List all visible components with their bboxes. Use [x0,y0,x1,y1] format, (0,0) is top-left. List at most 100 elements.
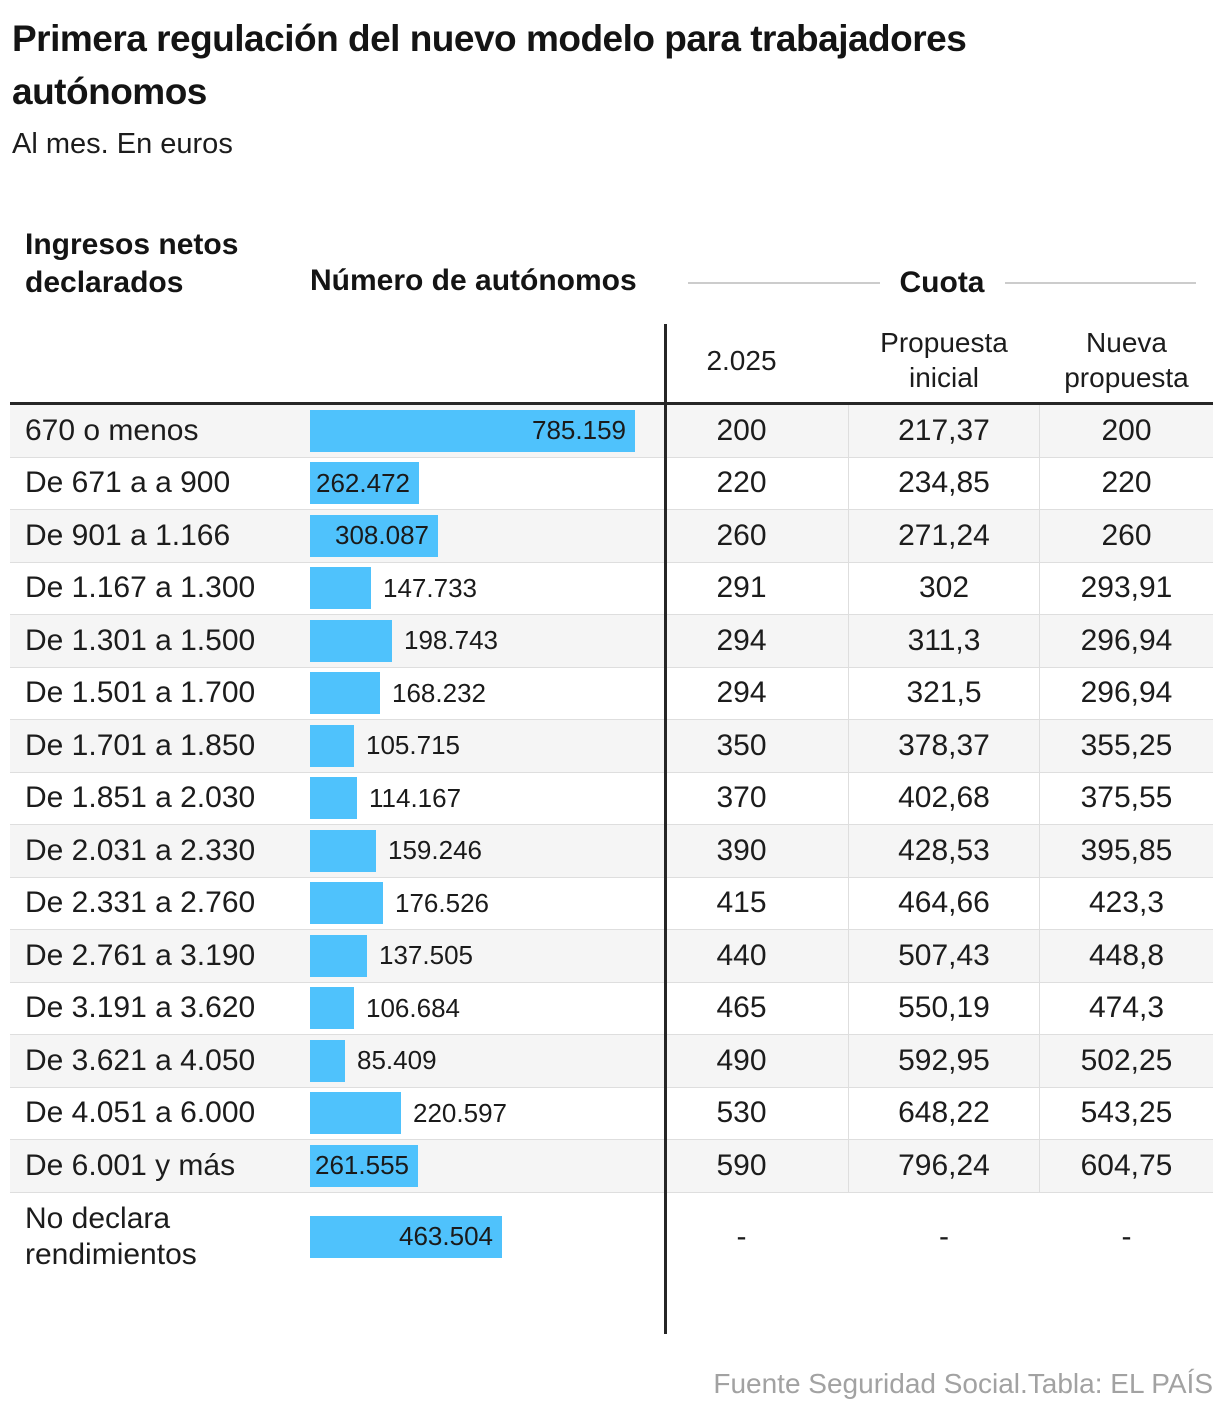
autonomos-bar [310,567,371,610]
row-label: De 3.191 a 3.620 [25,991,256,1025]
data-table: 670 o menos 785.159 200 217,37 200 De 671 a a… [10,402,1213,1281]
bar-cell: 106.684 [310,983,665,1035]
bar-cell: 85.409 [310,1035,665,1087]
column-header-autonomos: Número de autónomos [310,264,637,297]
row-label: De 2.031 a 2.330 [25,833,256,867]
cuota-2025-value: 220 [716,466,767,500]
autonomos-bar: 261.555 [310,1144,418,1187]
autonomos-bar: 308.087 [310,514,438,557]
table-row: De 1.167 a 1.300 147.733 291 302 293,91 [10,562,1213,615]
propuesta-inicial-value: 311,3 [848,615,1040,667]
bar-value-label: 159.246 [388,835,482,866]
column-header-ingresos: Ingresos netos declarados [25,228,239,299]
bar-cell: 168.232 [310,668,665,720]
bar-cell: 262.472 [310,458,665,510]
table-row: 670 o menos 785.159 200 217,37 200 [10,405,1213,458]
bar-value-label: 137.505 [379,940,473,971]
row-label: De 4.051 a 6.000 [25,1096,256,1130]
cuota-2025-value: 590 [716,1148,767,1182]
bar-value-label: 106.684 [366,992,460,1023]
table-row: De 671 a a 900 262.472 220 234,85 220 [10,457,1213,510]
bar-cell: 220.597 [310,1088,665,1140]
bar-cell: 785.159 [310,405,665,457]
column-header-propuesta-inicial: Propuesta inicial [880,327,1008,393]
propuesta-inicial-value: 796,24 [848,1140,1040,1192]
row-label: De 1.701 a 1.850 [25,728,256,762]
propuesta-inicial-value: 378,37 [848,720,1040,772]
propuesta-inicial-value: 428,53 [848,825,1040,877]
bar-value-label: 463.504 [399,1221,493,1251]
table-row: De 1.701 a 1.850 105.715 350 378,37 355,25 [10,720,1213,773]
nueva-propuesta-value: 355,25 [1080,728,1173,762]
cuota-rule-left [688,282,880,284]
bar-value-label: 168.232 [392,677,486,708]
table-row: No declara rendimientos 463.504 - - - [10,1192,1213,1281]
propuesta-inicial-value: 271,24 [848,510,1040,562]
table-row: De 1.501 a 1.700 168.232 294 321,5 296,94 [10,667,1213,720]
row-label: De 6.001 y más [25,1148,236,1182]
autonomos-bar [310,777,357,820]
autonomos-bar [310,619,392,662]
bar-value-label: 198.743 [404,625,498,656]
bar-cell: 114.167 [310,773,665,825]
bar-cell: 137.505 [310,930,665,982]
bar-cell: 159.246 [310,825,665,877]
bar-value-label: 105.715 [366,730,460,761]
bar-value-label: 220.597 [413,1097,507,1128]
propuesta-inicial-value: 592,95 [848,1035,1040,1087]
nueva-propuesta-value: 502,25 [1080,1043,1173,1077]
bar-cell: 176.526 [310,878,665,930]
autonomos-bar [310,829,376,872]
propuesta-inicial-value: 217,37 [848,405,1040,457]
row-label: De 3.621 a 4.050 [25,1043,256,1077]
autonomos-bar: 262.472 [310,462,419,505]
nueva-propuesta-value: 423,3 [1088,886,1165,920]
cuota-2025-value: 440 [716,938,767,972]
cuota-2025-value: 200 [716,413,767,447]
autonomos-bar [310,1039,345,1082]
table-row: De 4.051 a 6.000 220.597 530 648,22 543,25 [10,1087,1213,1140]
nueva-propuesta-value: - [1121,1219,1132,1253]
cuota-2025-value: 291 [716,571,767,605]
column-group-cuota: Cuota [688,264,1196,302]
autonomos-bar [310,724,354,767]
nueva-propuesta-value: 220 [1101,466,1152,500]
cuota-group-label: Cuota [899,266,985,299]
bar-cell: 105.715 [310,720,665,772]
column-header-nueva-propuesta: Nueva propuesta [1064,327,1189,393]
row-label: 670 o menos [25,413,199,447]
source-credit: Fuente Seguridad Social.Tabla: EL PAÍS [713,1368,1213,1399]
bar-value-label: 261.555 [315,1150,409,1181]
autonomos-bar [310,882,383,925]
nueva-propuesta-value: 296,94 [1080,623,1173,657]
bar-value-label: 308.087 [335,520,429,551]
table-row: De 2.331 a 2.760 176.526 415 464,66 423,3 [10,877,1213,930]
cuota-subheaders: 2.025 Propuesta inicial Nueva propuesta [665,320,1213,400]
cuota-2025-value: - [736,1219,747,1253]
bar-cell: 463.504 [310,1193,665,1281]
autonomos-bar: 463.504 [310,1215,502,1258]
nueva-propuesta-value: 375,55 [1080,781,1173,815]
cuota-2025-value: 260 [716,518,767,552]
bar-value-label: 114.167 [369,782,462,813]
row-label: De 2.331 a 2.760 [25,886,256,920]
propuesta-inicial-value: 234,85 [848,457,1040,509]
nueva-propuesta-value: 474,3 [1088,991,1165,1025]
table-row: De 1.851 a 2.030 114.167 370 402,68 375,55 [10,772,1213,825]
cuota-2025-value: 350 [716,728,767,762]
propuesta-inicial-value: 302 [848,562,1040,614]
propuesta-inicial-value: 550,19 [848,982,1040,1034]
nueva-propuesta-value: 604,75 [1080,1148,1173,1182]
propuesta-inicial-value: - [939,1219,949,1253]
row-label: De 671 a a 900 [25,466,231,500]
table-row: De 3.191 a 3.620 106.684 465 550,19 474,3 [10,982,1213,1035]
table-row: De 901 a 1.166 308.087 260 271,24 260 [10,510,1213,563]
bar-value-label: 85.409 [357,1045,437,1076]
bar-value-label: 176.526 [395,887,489,918]
page-title: Primera regulación del nuevo modelo para… [12,18,967,112]
bar-value-label: 785.159 [532,415,626,446]
column-header-2025: 2.025 [706,344,777,376]
row-label: De 901 a 1.166 [25,518,231,552]
bar-value-label: 147.733 [383,572,477,603]
bar-cell: 261.555 [310,1140,665,1192]
